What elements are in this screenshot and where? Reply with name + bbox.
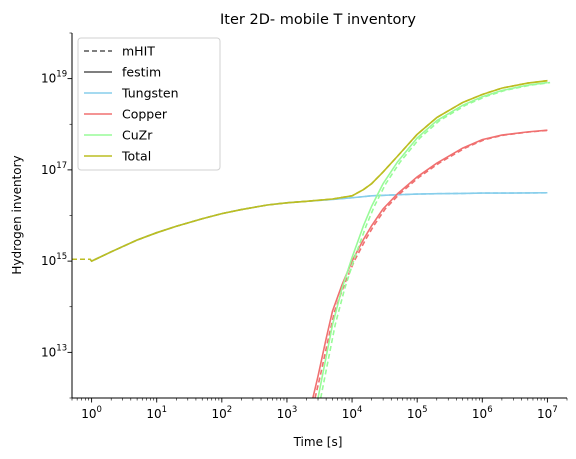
legend-label-mhit: mHIT (122, 44, 155, 59)
legend-label-festim: festim (122, 65, 161, 80)
chart-title: Iter 2D- mobile T inventory (220, 12, 416, 28)
legend-label-copper: Copper (122, 107, 168, 122)
legend-label-total: Total (121, 149, 151, 164)
legend-label-tungsten: Tungsten (121, 86, 179, 101)
legend: mHIT festim Tungsten Copper CuZr Total (78, 38, 220, 170)
y-axis-label: Hydrogen inventory (10, 155, 24, 274)
legend-label-cuzr: CuZr (122, 128, 153, 143)
x-axis-label: Time [s] (293, 435, 343, 449)
